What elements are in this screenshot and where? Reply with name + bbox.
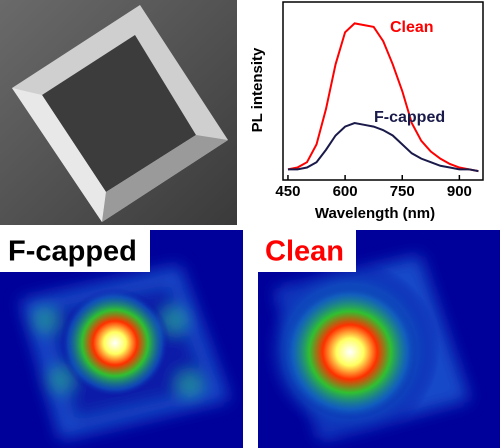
line bbox=[287, 22, 479, 173]
legend-label: Clean bbox=[390, 19, 434, 36]
x-tick-label: 600 bbox=[333, 183, 358, 200]
x-tick-label: 750 bbox=[390, 183, 415, 200]
line bbox=[287, 122, 479, 173]
sem-image bbox=[0, 0, 237, 225]
heatmap-clean: Clean bbox=[258, 230, 500, 448]
x-tick-label: 450 bbox=[275, 183, 300, 200]
plot-frame bbox=[282, 1, 484, 181]
panel-label: Clean bbox=[265, 236, 344, 268]
x-tick-label: 900 bbox=[447, 183, 472, 200]
pl-chart: PL intensity Wavelength (nm) bbox=[249, 47, 435, 222]
x-axis-label: Wavelength (nm) bbox=[315, 205, 435, 222]
y-axis-label: PL intensity bbox=[249, 47, 266, 132]
heatmap-fcapped: F-capped bbox=[0, 230, 243, 448]
panel-label: F-capped bbox=[8, 236, 137, 268]
legend-label: F-capped bbox=[374, 109, 445, 126]
